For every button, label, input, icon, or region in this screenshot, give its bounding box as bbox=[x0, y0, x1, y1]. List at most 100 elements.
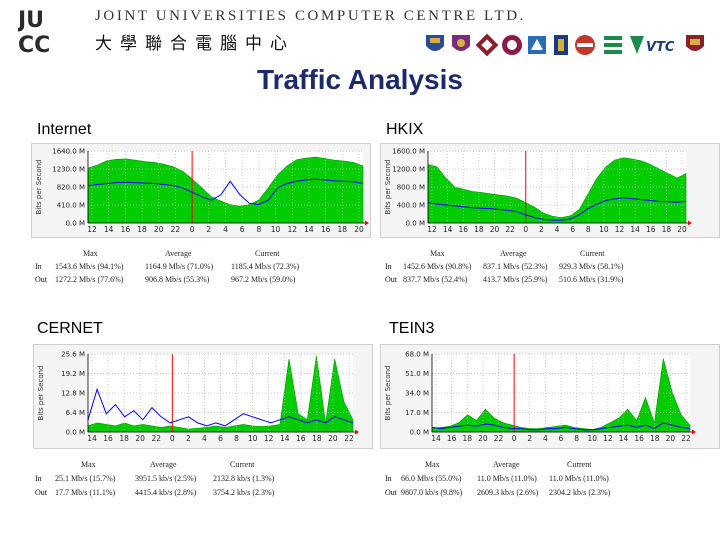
x-tick-label: 14 bbox=[280, 434, 290, 443]
stats-in-current: 2132.8 kb/s (1.3%) bbox=[213, 474, 275, 483]
stats-label-in: In bbox=[385, 262, 392, 271]
panel-label-internet: Internet bbox=[37, 121, 92, 138]
stats-label-in: In bbox=[35, 474, 42, 483]
stats-out-max: 17.7 Mb/s (11.1%) bbox=[55, 488, 116, 497]
x-tick-label: 8 bbox=[586, 225, 591, 234]
x-tick-label: 22 bbox=[494, 434, 504, 443]
x-tick-label: 14 bbox=[630, 225, 640, 234]
x-tick-label: 16 bbox=[646, 225, 656, 234]
panel-label-tein3: TEIN3 bbox=[389, 320, 435, 337]
ouhk-emblem bbox=[686, 35, 704, 51]
cityu-emblem bbox=[502, 35, 522, 55]
x-tick-label: 0 bbox=[190, 225, 195, 234]
x-tick-label: 16 bbox=[634, 434, 644, 443]
x-tick-label: 12 bbox=[603, 434, 613, 443]
polyu-emblem bbox=[475, 33, 499, 57]
x-tick-label: 4 bbox=[543, 434, 548, 443]
y-tick-label: 34.0 M bbox=[405, 390, 429, 398]
series-out-line bbox=[427, 197, 687, 221]
x-tick-label: 20 bbox=[135, 434, 145, 443]
x-tick-label: 2 bbox=[186, 434, 191, 443]
stats-out-average: 4415.4 kb/s (2.8%) bbox=[135, 488, 197, 497]
x-tick-label: 10 bbox=[271, 225, 281, 234]
page-title: Traffic Analysis bbox=[257, 64, 463, 95]
x-tick-label: 16 bbox=[321, 225, 331, 234]
member-emblems: VTC bbox=[426, 33, 704, 57]
y-axis-label: Bits per Second bbox=[35, 160, 43, 215]
stats-label-in: In bbox=[385, 474, 392, 483]
stats-header-max: Max bbox=[83, 249, 98, 258]
x-tick-label: 22 bbox=[344, 434, 354, 443]
y-tick-label: 12.8 M bbox=[61, 390, 85, 398]
x-tick-label: 22 bbox=[681, 434, 691, 443]
chart-panel-hkix: Bits per Second 1600.0 M 1200.0 M 800.0 M 40… bbox=[380, 143, 720, 238]
x-tick-label: 2 bbox=[206, 225, 211, 234]
stats-header-current: Current bbox=[255, 249, 280, 258]
x-tick-label: 18 bbox=[650, 434, 660, 443]
stats-out-max: 1272.2 Mb/s (77.6%) bbox=[55, 275, 124, 284]
vtc-label: VTC bbox=[646, 40, 675, 55]
x-tick-label: 12 bbox=[264, 434, 274, 443]
y-tick-label: 800.0 M bbox=[397, 184, 425, 192]
stats-header-average: Average bbox=[500, 249, 527, 258]
y-tick-label: 6.4 M bbox=[66, 409, 85, 417]
cuhk-emblem bbox=[452, 35, 470, 51]
x-tick-label: 18 bbox=[462, 434, 472, 443]
stats-out-current: 2304.2 kb/s (2.3%) bbox=[549, 488, 611, 497]
chart-panel-tein3: Bits per Second 68.0 M 51.0 M 34.0 M 17.0 M 0… bbox=[380, 344, 720, 449]
x-tick-label: 16 bbox=[103, 434, 113, 443]
x-tick-label: 4 bbox=[202, 434, 207, 443]
x-tick-label: 10 bbox=[599, 225, 609, 234]
x-tick-label: 6 bbox=[570, 225, 575, 234]
x-tick-label: 8 bbox=[256, 225, 261, 234]
stats-out-current: 3754.2 kb/s (2.3%) bbox=[213, 488, 275, 497]
y-axis-label: Bits per Second bbox=[384, 160, 392, 215]
stats-table-cernet: Max Average Current In Out 25.1 Mb/s (15… bbox=[35, 460, 335, 500]
x-tick-label: 22 bbox=[505, 225, 515, 234]
y-tick-label: 1640.0 M bbox=[52, 148, 85, 156]
x-tick-label: 18 bbox=[474, 225, 484, 234]
stats-in-average: 11.0 Mb/s (11.0%) bbox=[477, 474, 537, 483]
stats-out-max: 837.7 Mb/s (52.4%) bbox=[403, 275, 468, 284]
x-tick-label: 8 bbox=[574, 434, 579, 443]
jucc-logo: JU CC bbox=[18, 8, 50, 54]
hku-emblem bbox=[426, 35, 444, 51]
stats-label-in: In bbox=[35, 262, 42, 271]
eduhk-emblem bbox=[604, 36, 622, 54]
logo-text-top: JU bbox=[18, 8, 44, 33]
stats-table-hkix: Max Average Current In Out 1452.6 Mb/s (… bbox=[385, 249, 685, 289]
x-tick-label: 12 bbox=[287, 225, 297, 234]
x-tick-label: 12 bbox=[87, 225, 97, 234]
x-tick-label: 18 bbox=[338, 225, 348, 234]
stats-out-max: 9807.0 kb/s (9.8%) bbox=[401, 488, 463, 497]
x-tick-label: 6 bbox=[559, 434, 564, 443]
stats-header-average: Average bbox=[165, 249, 192, 258]
x-tick-label: 20 bbox=[328, 434, 338, 443]
x-tick-label: 14 bbox=[104, 225, 114, 234]
x-tick-label: 14 bbox=[304, 225, 314, 234]
y-tick-label: 400.0 M bbox=[397, 202, 425, 210]
stats-in-current: 929.3 Mb/s (58.1%) bbox=[559, 262, 624, 271]
x-tick-label: 18 bbox=[312, 434, 322, 443]
hkust-emblem bbox=[554, 35, 568, 55]
x-tick-label: 20 bbox=[490, 225, 500, 234]
panel-label-cernet: CERNET bbox=[37, 320, 103, 337]
x-tick-label: 6 bbox=[218, 434, 223, 443]
y-tick-label: 410.0 M bbox=[57, 202, 85, 210]
stats-out-current: 510.6 Mb/s (31.9%) bbox=[559, 275, 624, 284]
lingnan-emblem bbox=[575, 35, 595, 55]
x-tick-label: 20 bbox=[154, 225, 164, 234]
stats-header-current: Current bbox=[580, 249, 605, 258]
stats-header-current: Current bbox=[567, 460, 592, 469]
series-out-line bbox=[87, 387, 354, 427]
series-in-area bbox=[431, 358, 691, 433]
series-out-line bbox=[87, 178, 364, 206]
stats-header-max: Max bbox=[430, 249, 445, 258]
stats-header-max: Max bbox=[81, 460, 96, 469]
org-name-english: JOINT UNIVERSITIES COMPUTER CENTRE LTD. bbox=[95, 8, 526, 24]
x-tick-label: 20 bbox=[666, 434, 676, 443]
vtc-logo: VTC bbox=[630, 36, 675, 55]
x-tick-label: 18 bbox=[119, 434, 129, 443]
x-tick-label: 16 bbox=[458, 225, 468, 234]
